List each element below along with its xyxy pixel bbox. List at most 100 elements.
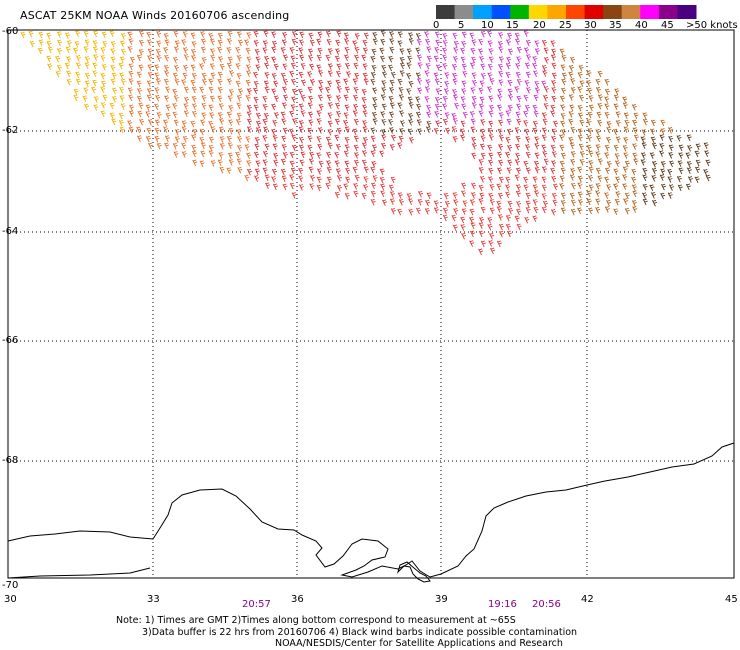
wind-barb: [641, 129, 647, 136]
wind-barb: [560, 199, 566, 207]
wind-barb: [399, 110, 405, 117]
wind-barb: [344, 144, 350, 151]
wind-barb: [255, 160, 261, 167]
wind-barb: [453, 199, 459, 206]
wind-barb: [335, 39, 341, 47]
wind-barb: [173, 46, 179, 53]
wind-barb: [543, 94, 549, 102]
wind-barb: [399, 56, 405, 64]
wind-barb: [173, 30, 179, 38]
wind-barb: [595, 198, 601, 205]
wind-barb: [200, 142, 206, 150]
wind-barb: [532, 215, 538, 223]
wind-barb: [480, 175, 486, 183]
wind-barb: [577, 182, 583, 189]
wind-barb: [317, 143, 323, 151]
wind-barb: [327, 70, 333, 77]
wind-barb: [227, 142, 233, 149]
wind-barb: [532, 127, 538, 135]
wind-barb: [525, 200, 531, 208]
grid: [8, 30, 734, 578]
wind-barb: [335, 48, 341, 55]
wind-barb: [498, 134, 504, 142]
wind-barb: [363, 184, 369, 191]
wind-barb: [147, 119, 153, 126]
wind-barb: [353, 118, 359, 126]
wind-barb: [73, 88, 79, 96]
wind-barb: [426, 120, 432, 128]
wind-barb: [271, 31, 277, 38]
wind-barb: [362, 104, 368, 111]
wind-barb: [317, 127, 323, 134]
wind-barb: [173, 119, 179, 127]
wind-barb: [272, 183, 278, 191]
wind-barb: [309, 39, 315, 47]
wind-barb: [263, 112, 269, 120]
wind-barb: [541, 176, 547, 183]
wind-barb: [571, 182, 577, 190]
wind-barb: [408, 38, 414, 45]
wind-barb: [595, 190, 601, 197]
wind-barb: [524, 47, 530, 54]
wind-barb: [613, 128, 619, 136]
wind-barb: [382, 71, 388, 78]
wind-barb: [372, 31, 378, 39]
wind-barb: [660, 119, 666, 127]
wind-barb: [516, 200, 522, 208]
wind-barb: [128, 126, 134, 134]
wind-barb: [316, 110, 322, 117]
wind-barb: [84, 103, 90, 111]
wind-barb: [362, 126, 368, 133]
wind-barb: [570, 208, 576, 216]
wind-barb: [163, 33, 169, 40]
wind-barb: [516, 78, 522, 86]
wind-barb: [397, 40, 403, 47]
wind-barb: [588, 207, 594, 215]
wind-barb: [542, 118, 548, 126]
lon-label-36: 36: [291, 594, 304, 605]
wind-barb: [246, 126, 253, 133]
wind-barb: [129, 104, 135, 112]
wind-barb: [660, 168, 666, 175]
wind-barb: [370, 135, 376, 143]
wind-barb: [308, 54, 314, 62]
wind-barb: [606, 199, 612, 207]
wind-barb: [542, 150, 548, 158]
wind-barb: [408, 136, 414, 144]
wind-barb: [390, 71, 396, 79]
wind-barb: [307, 71, 313, 78]
wind-barb: [352, 78, 358, 85]
wind-barb: [451, 112, 457, 120]
wind-barb: [523, 176, 529, 184]
wind-barb: [128, 78, 134, 85]
wind-barb: [515, 143, 521, 151]
wind-barb: [686, 134, 692, 142]
wind-barb: [442, 39, 448, 47]
wind-barb: [488, 110, 494, 118]
wind-barb: [525, 144, 531, 151]
wind-barb: [406, 193, 412, 200]
wind-barb: [100, 46, 106, 54]
wind-barb: [183, 54, 189, 61]
wind-barb: [336, 110, 342, 118]
wind-barb: [442, 33, 448, 40]
wind-barb: [362, 47, 368, 54]
wind-barb: [577, 199, 584, 206]
wind-barb: [624, 192, 630, 200]
wind-barb: [264, 62, 270, 70]
wind-barb: [452, 224, 458, 232]
wind-barb: [291, 38, 297, 46]
wind-barb: [20, 31, 26, 39]
wind-barb: [498, 230, 505, 238]
wind-barb: [201, 102, 207, 110]
wind-barb: [398, 86, 404, 94]
wind-barb: [298, 167, 304, 175]
wind-barb: [57, 64, 63, 72]
wind-barb: [174, 136, 180, 143]
wind-barb: [28, 30, 34, 38]
wind-barb: [112, 96, 118, 103]
wind-barb: [487, 40, 493, 47]
wind-barb: [154, 103, 160, 111]
wind-barb: [55, 55, 61, 63]
wind-barb: [523, 119, 529, 127]
